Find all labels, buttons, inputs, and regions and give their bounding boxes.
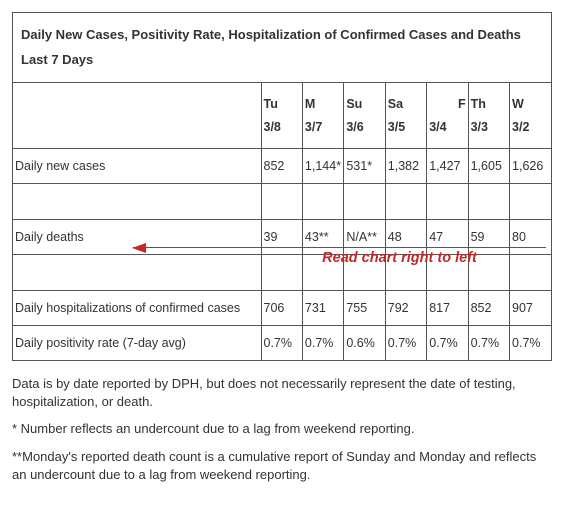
- data-table-wrapper: Daily New Cases, Positivity Rate, Hospit…: [12, 12, 552, 361]
- data-cell: 1,626: [510, 149, 551, 184]
- data-cell: 0.7%: [302, 326, 343, 361]
- data-cell: 48: [385, 220, 426, 255]
- col-header: F3/4: [427, 83, 468, 149]
- spacer-after-cases: [13, 184, 551, 220]
- data-cell: 1,427: [427, 149, 468, 184]
- data-cell: 531*: [344, 149, 385, 184]
- row-label: Daily deaths: [13, 220, 261, 255]
- data-cell: 817: [427, 291, 468, 326]
- data-cell: 0.7%: [261, 326, 302, 361]
- header-row: Tu3/8 M3/7 Su3/6 Sa3/5 F3/4 Th3/3 W3/2: [13, 83, 551, 149]
- data-cell: 852: [261, 149, 302, 184]
- table-row: Daily positivity rate (7-day avg) 0.7% 0…: [13, 326, 551, 361]
- table-title: Daily New Cases, Positivity Rate, Hospit…: [13, 13, 551, 83]
- data-cell: N/A**: [344, 220, 385, 255]
- col-header: Th3/3: [468, 83, 509, 149]
- data-cell: 0.7%: [510, 326, 551, 361]
- table-row: Daily deaths 39 43** N/A** 48 47 59 80: [13, 220, 551, 255]
- data-cell: 0.7%: [385, 326, 426, 361]
- data-cell: 0.6%: [344, 326, 385, 361]
- footnote: Data is by date reported by DPH, but doe…: [12, 375, 552, 410]
- data-cell: 1,605: [468, 149, 509, 184]
- data-cell: 43**: [302, 220, 343, 255]
- data-cell: 1,382: [385, 149, 426, 184]
- header-empty: [13, 83, 261, 149]
- data-cell: 755: [344, 291, 385, 326]
- data-cell: 852: [468, 291, 509, 326]
- data-cell: 706: [261, 291, 302, 326]
- col-header: W3/2: [510, 83, 551, 149]
- row-label: Daily positivity rate (7-day avg): [13, 326, 261, 361]
- row-label: Daily new cases: [13, 149, 261, 184]
- data-cell: 731: [302, 291, 343, 326]
- data-cell: 907: [510, 291, 551, 326]
- data-cell: 47: [427, 220, 468, 255]
- col-header: Tu3/8: [261, 83, 302, 149]
- footnote: * Number reflects an undercount due to a…: [12, 420, 552, 438]
- row-label: Daily hospitalizations of confirmed case…: [13, 291, 261, 326]
- data-cell: 0.7%: [468, 326, 509, 361]
- data-cell: 39: [261, 220, 302, 255]
- col-header: M3/7: [302, 83, 343, 149]
- data-cell: 0.7%: [427, 326, 468, 361]
- data-cell: 792: [385, 291, 426, 326]
- col-header: Sa3/5: [385, 83, 426, 149]
- data-cell: 80: [510, 220, 551, 255]
- spacer-after-deaths: [13, 255, 551, 291]
- col-header: Su3/6: [344, 83, 385, 149]
- data-cell: 1,144*: [302, 149, 343, 184]
- footnote: **Monday's reported death count is a cum…: [12, 448, 552, 483]
- table-row: Daily hospitalizations of confirmed case…: [13, 291, 551, 326]
- table-row: Daily new cases 852 1,144* 531* 1,382 1,…: [13, 149, 551, 184]
- data-table: Tu3/8 M3/7 Su3/6 Sa3/5 F3/4 Th3/3 W3/2 D…: [13, 83, 551, 360]
- data-cell: 59: [468, 220, 509, 255]
